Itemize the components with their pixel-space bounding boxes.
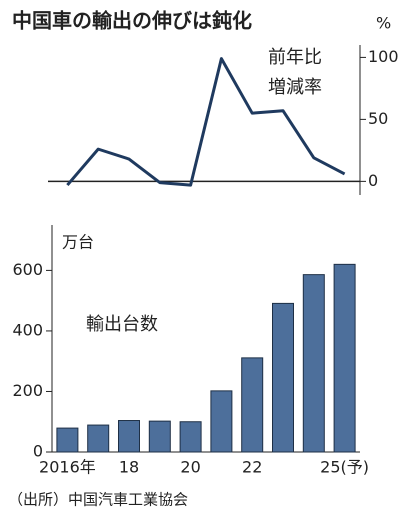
x-tick-label: 2016年	[39, 458, 96, 477]
y-tick-label: 200	[12, 381, 43, 400]
unit-label: %	[376, 14, 391, 33]
source: （出所）中国汽車工業協会	[8, 491, 188, 509]
x-tick-label: 18	[119, 458, 139, 477]
bar	[333, 263, 356, 453]
y-tick-label: 100	[368, 47, 399, 66]
bar	[179, 421, 202, 453]
bar	[210, 390, 233, 453]
series-label: 増減率	[268, 77, 322, 98]
y-tick-label: 0	[33, 442, 43, 461]
bar	[148, 420, 171, 453]
bar	[56, 427, 79, 453]
x-tick-label: 22	[242, 458, 262, 477]
bar	[118, 420, 140, 453]
bar	[302, 274, 325, 453]
bar	[87, 424, 110, 453]
y-tick-label: 400	[12, 320, 43, 339]
series-label: 前年比	[268, 47, 322, 68]
x-tick-label: 20	[180, 458, 200, 477]
bar	[241, 357, 264, 453]
title: 中国車の輸出の伸びは鈍化	[12, 9, 252, 33]
y-tick-label: 50	[368, 109, 388, 128]
unit-label: 万台	[62, 233, 94, 252]
x-tick-label: 25(予)	[320, 458, 369, 477]
y-tick-label: 0	[368, 171, 378, 190]
y-tick-label: 600	[12, 260, 43, 279]
series-label: 輸出台数	[86, 314, 158, 335]
line-series	[66, 57, 346, 187]
bar	[272, 302, 294, 453]
